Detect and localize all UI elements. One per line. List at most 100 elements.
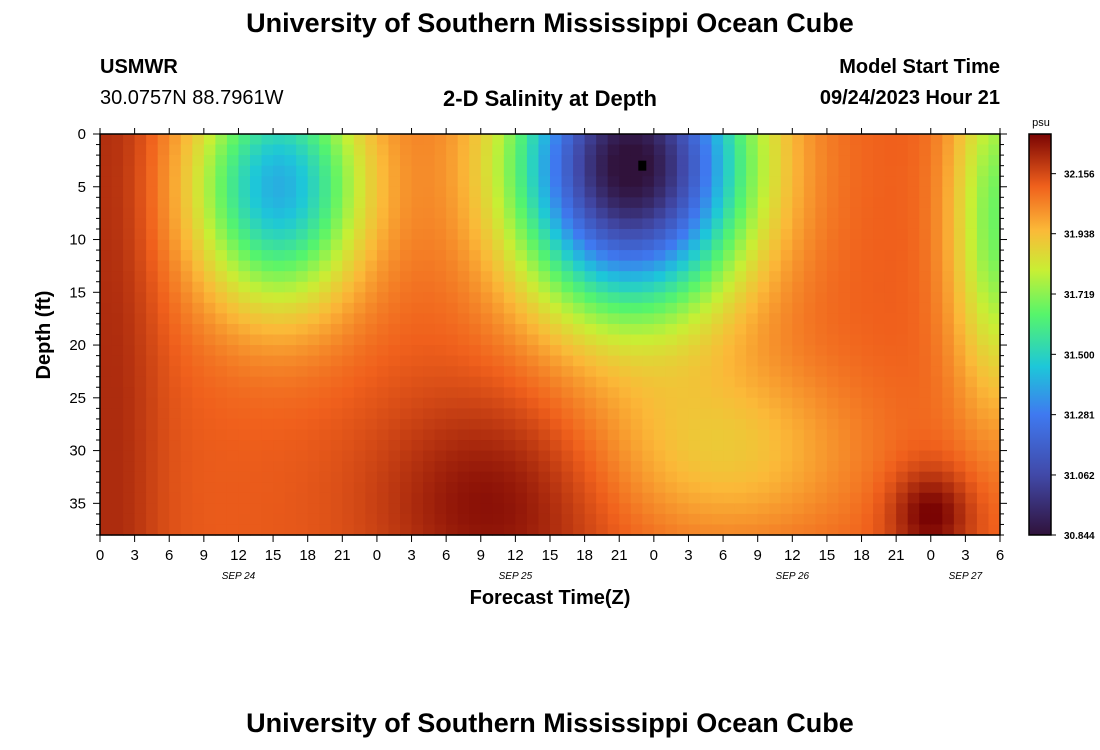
heatmap-cell	[457, 271, 470, 283]
heatmap-cell	[296, 134, 309, 146]
heatmap-cell	[330, 418, 343, 431]
heatmap-cell	[676, 397, 690, 409]
heatmap-cell	[815, 144, 828, 156]
heatmap-cell	[619, 218, 632, 230]
heatmap-cell	[700, 323, 713, 336]
heatmap-cell	[688, 323, 701, 336]
heatmap-cell	[780, 418, 793, 431]
heatmap-cell	[400, 397, 413, 409]
heatmap-cell	[723, 355, 736, 367]
heatmap-cell	[884, 260, 897, 272]
heatmap-cell	[434, 345, 447, 357]
heatmap-cell	[584, 165, 597, 177]
heatmap-cell	[157, 250, 170, 262]
heatmap-cell	[919, 503, 932, 515]
heatmap-cell	[503, 345, 516, 357]
heatmap-cell	[226, 482, 240, 494]
heatmap-cell	[884, 450, 897, 462]
heatmap-cell	[769, 397, 782, 409]
heatmap-cell	[988, 197, 1001, 209]
heatmap-cell	[353, 461, 366, 473]
heatmap-cell	[515, 250, 528, 262]
heatmap-cell	[157, 176, 170, 188]
heatmap-cell	[376, 418, 390, 431]
heatmap-cell	[123, 176, 136, 188]
heatmap-cell	[538, 355, 551, 367]
heatmap-cell	[169, 218, 182, 230]
heatmap-cell	[942, 503, 955, 515]
heatmap-cell	[584, 492, 597, 504]
heatmap-cell	[965, 176, 978, 188]
heatmap-cell	[480, 281, 493, 293]
heatmap-cell	[826, 345, 840, 357]
heatmap-cell	[169, 461, 182, 473]
heatmap-cell	[353, 134, 366, 146]
heatmap-cell	[919, 281, 932, 293]
heatmap-cell	[261, 345, 274, 357]
y-axis-label: Depth (ft)	[33, 291, 55, 380]
heatmap-cell	[815, 429, 828, 441]
heatmap-cell	[653, 260, 666, 272]
heatmap-cell	[180, 334, 193, 346]
heatmap-cell	[376, 281, 390, 293]
heatmap-cell	[584, 345, 597, 357]
heatmap-cell	[838, 260, 851, 272]
heatmap-cell	[538, 302, 551, 314]
heatmap-cell	[376, 250, 390, 262]
heatmap-cell	[157, 355, 170, 367]
heatmap-cell	[757, 513, 770, 526]
heatmap-cell	[734, 250, 747, 262]
heatmap-cell	[711, 418, 724, 431]
heatmap-cell	[538, 503, 551, 515]
heatmap-cell	[411, 186, 424, 198]
heatmap-cell	[965, 302, 978, 314]
heatmap-cell	[169, 355, 182, 367]
heatmap-cell	[757, 482, 770, 494]
heatmap-cell	[815, 334, 828, 346]
heatmap-cell	[146, 345, 159, 357]
heatmap-cell	[515, 334, 528, 346]
heatmap-cell	[111, 376, 124, 388]
heatmap-cell	[700, 155, 713, 167]
heatmap-cell	[723, 302, 736, 314]
heatmap-cell	[111, 197, 124, 209]
heatmap-cell	[388, 271, 401, 283]
heatmap-cell	[515, 134, 528, 146]
heatmap-cell	[700, 144, 713, 156]
heatmap-cell	[238, 471, 251, 483]
heatmap-cell	[423, 397, 436, 409]
heatmap-cell	[146, 429, 159, 441]
heatmap-cell	[930, 292, 943, 304]
heatmap-cell	[319, 355, 332, 367]
y-tick-label: 25	[69, 390, 86, 407]
heatmap-cell	[942, 228, 955, 241]
heatmap-cell	[826, 334, 840, 346]
heatmap-cell	[365, 376, 378, 388]
heatmap-cell	[815, 197, 828, 209]
heatmap-cell	[792, 207, 805, 220]
heatmap-cell	[261, 503, 274, 515]
heatmap-cell	[976, 165, 990, 177]
heatmap-cell	[515, 376, 528, 388]
heatmap-cell	[261, 260, 274, 272]
heatmap-cell	[342, 397, 355, 409]
heatmap-cell	[353, 471, 366, 483]
heatmap-cell	[942, 323, 955, 336]
heatmap-cell	[930, 366, 943, 378]
heatmap-cell	[169, 408, 182, 420]
heatmap-cell	[619, 260, 632, 272]
heatmap-cell	[250, 429, 263, 441]
heatmap-cell	[584, 218, 597, 230]
heatmap-cell	[988, 376, 1001, 388]
heatmap-cell	[942, 376, 955, 388]
heatmap-cell	[353, 450, 366, 462]
heatmap-cell	[792, 165, 805, 177]
heatmap-cell	[319, 260, 332, 272]
heatmap-cell	[596, 323, 609, 336]
heatmap-cell	[307, 144, 320, 156]
heatmap-cell	[376, 197, 390, 209]
heatmap-cell	[134, 482, 147, 494]
x-tick-label: 3	[684, 547, 692, 564]
heatmap-cell	[734, 418, 747, 431]
heatmap-cell	[296, 250, 309, 262]
